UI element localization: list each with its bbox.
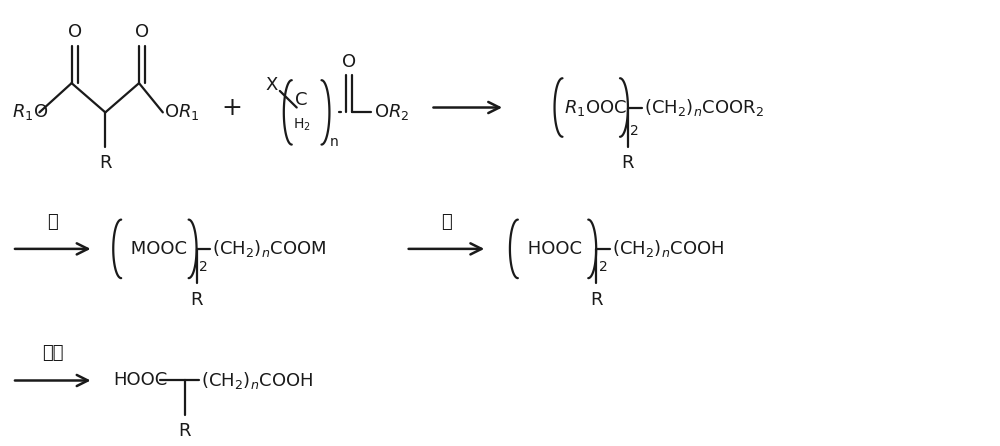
Text: +: + <box>222 95 243 120</box>
Text: R: R <box>622 154 634 172</box>
Text: O: O <box>68 24 82 41</box>
Text: n: n <box>330 135 339 149</box>
Text: 2: 2 <box>199 260 208 274</box>
Text: O: O <box>135 24 149 41</box>
Text: H$_2$: H$_2$ <box>293 117 311 133</box>
Text: HOOC: HOOC <box>113 372 168 389</box>
Text: R: R <box>190 291 203 309</box>
Text: R: R <box>178 422 191 440</box>
Text: 酸: 酸 <box>441 213 452 231</box>
Text: HOOC: HOOC <box>522 240 582 258</box>
Text: 加热: 加热 <box>42 344 64 362</box>
Text: 2: 2 <box>599 260 608 274</box>
Text: (CH$_2$)$_n$COOR$_2$: (CH$_2$)$_n$COOR$_2$ <box>644 97 764 118</box>
Text: R: R <box>99 154 112 172</box>
Text: (CH$_2$)$_n$COOH: (CH$_2$)$_n$COOH <box>612 238 724 260</box>
Text: (CH$_2$)$_n$COOM: (CH$_2$)$_n$COOM <box>212 238 327 260</box>
Text: $R_1$OOC: $R_1$OOC <box>564 98 627 117</box>
Text: O$R_1$: O$R_1$ <box>164 103 199 122</box>
Text: (CH$_2$)$_n$COOH: (CH$_2$)$_n$COOH <box>201 370 313 391</box>
Text: MOOC: MOOC <box>125 240 187 258</box>
Text: 2: 2 <box>630 124 639 138</box>
Text: O: O <box>342 53 356 70</box>
Text: 碱: 碱 <box>47 213 58 231</box>
Text: X: X <box>266 76 278 94</box>
Text: O$R_2$: O$R_2$ <box>374 103 409 122</box>
Text: C: C <box>295 91 308 109</box>
Text: R: R <box>590 291 602 309</box>
Text: $R_1$O: $R_1$O <box>12 103 48 122</box>
